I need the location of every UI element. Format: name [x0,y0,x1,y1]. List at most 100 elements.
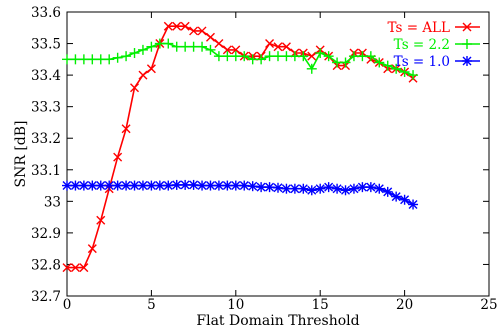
legend-entry: Ts = ALL [387,20,480,36]
series-1 [62,21,418,273]
series-line [67,42,414,76]
data-point [205,32,215,42]
x-axis-label: Flat Domain Threshold [196,313,359,327]
data-point [239,51,250,62]
data-point [399,66,410,77]
data-point [78,180,89,191]
data-point [70,54,81,65]
data-point [205,44,216,55]
data-point [256,54,267,65]
y-tick-label: 33.3 [31,100,61,116]
x-tick-label: 15 [312,297,329,313]
data-point [391,191,402,202]
data-point [247,54,258,65]
legend-label: Ts = 2.2 [394,37,450,53]
data-point [163,21,173,31]
data-point [154,180,165,191]
data-point [171,41,182,52]
data-point [391,63,402,74]
data-point [121,124,131,134]
data-point [382,60,393,71]
series-2 [62,38,419,81]
y-tick-label: 32.7 [31,289,61,305]
data-point [79,263,89,273]
data-point [264,182,275,193]
plot-frame [66,11,490,297]
data-point [180,179,191,190]
x-tick-label: 25 [480,297,497,313]
data-point [112,180,123,191]
data-point [214,39,224,49]
x-tick-label: 0 [63,297,72,313]
data-point [138,70,148,80]
data-point [365,182,376,193]
data-point [273,182,283,193]
data-point [306,185,317,196]
data-point [189,26,199,36]
data-point [289,51,300,62]
y-tick-label: 33.6 [31,5,61,21]
data-point [113,152,123,162]
data-point [171,179,182,190]
data-point [180,21,190,31]
data-point [213,180,224,191]
data-point [239,180,250,191]
data-point [256,182,267,193]
data-point [222,45,232,55]
data-point [146,180,157,191]
data-point [78,54,89,65]
y-tick-label: 32.9 [31,226,61,242]
data-point [87,180,98,191]
x-tick-label: 5 [147,297,156,313]
data-point [357,182,368,193]
data-point [264,51,275,62]
data-point [315,48,326,59]
y-tick-label: 33.4 [31,68,61,84]
data-point [197,41,208,52]
data-point [188,41,199,52]
data-point [172,21,182,31]
legend-entry: Ts = 1.0 [394,54,480,70]
data-point [95,54,106,65]
data-point [273,42,283,52]
data-point [340,185,351,196]
data-point [163,38,174,49]
data-point [365,51,376,62]
data-point [289,183,300,194]
data-point [374,57,385,68]
data-point [146,64,156,74]
data-point [408,199,419,210]
data-point [96,215,106,225]
data-point [62,263,72,273]
data-point [87,244,97,254]
y-axis-label: SNR [dB] [13,120,29,187]
data-point [340,57,351,68]
data-point [205,180,216,191]
y-tick-label: 33.1 [31,163,61,179]
data-point [323,182,334,193]
data-point [323,51,334,62]
data-point [462,22,472,32]
data-point [104,180,115,191]
data-point [121,51,132,62]
data-point [104,54,115,65]
data-point [462,39,472,49]
data-point [298,51,309,62]
plot-frame-layer [66,11,490,297]
data-point [281,51,292,62]
data-point [306,63,317,74]
data-point [281,42,291,52]
data-point [188,179,199,190]
data-point [230,180,241,191]
series-line [67,25,414,269]
data-point [298,183,309,194]
data-point [146,41,157,52]
tick-layer: 0 5 10 15 20 25 32.7 32.8 32.9 33 33.1 33.2 33.3 33.4… [31,5,498,313]
data-point [222,51,233,62]
data-point [129,180,140,191]
data-point [163,180,174,191]
data-point [62,180,72,191]
legend-entry: Ts = 2.2 [394,37,480,53]
